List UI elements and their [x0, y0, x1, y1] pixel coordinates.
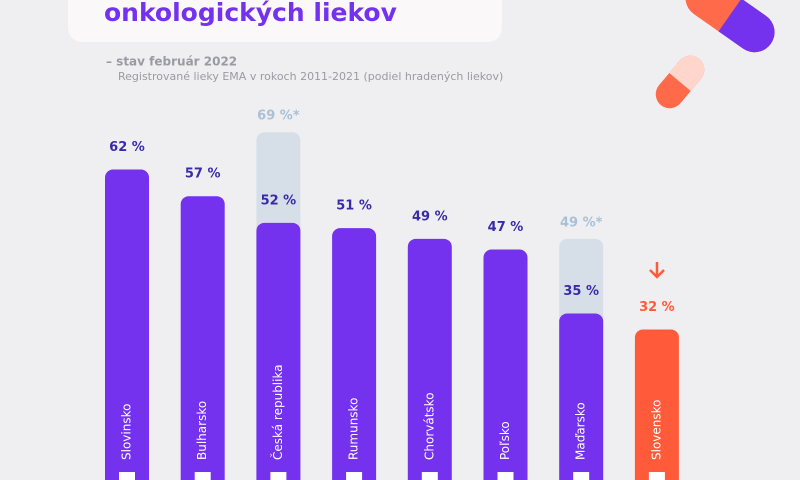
- value-label: 32 %: [639, 300, 675, 315]
- flag: [270, 472, 287, 480]
- value-label: 57 %: [185, 167, 221, 182]
- subtitle: – stav február 2022: [106, 55, 237, 69]
- down-arrow: [649, 262, 665, 279]
- category-label: Rumunsko: [347, 398, 361, 460]
- bar: [407, 238, 452, 480]
- bar: [256, 222, 301, 480]
- category-label: Chorvátsko: [422, 392, 436, 460]
- note: Registrované lieky EMA v rokoch 2011-202…: [118, 70, 503, 83]
- reference-label: 49 %*: [560, 215, 603, 230]
- category-label: Slovinsko: [120, 404, 134, 460]
- bar: [483, 249, 528, 480]
- value-label: 52 %: [261, 193, 297, 208]
- category-label: Slovensko: [649, 400, 663, 461]
- bar: [559, 313, 604, 480]
- value-label: 49 %: [412, 209, 448, 224]
- flag: [194, 472, 211, 480]
- category-label: Maďarsko: [574, 402, 588, 460]
- flag: [648, 472, 665, 480]
- category-label: Bulharsko: [195, 401, 209, 460]
- value-label: 47 %: [488, 220, 524, 235]
- flag: [119, 472, 135, 480]
- category-label: Česká republika: [270, 364, 285, 460]
- flag: [497, 472, 514, 480]
- flag: [421, 472, 438, 480]
- bar: [634, 329, 679, 480]
- category-label: Poľsko: [498, 421, 512, 460]
- title-box: [68, 0, 502, 42]
- bar: [180, 196, 225, 480]
- bar: [105, 169, 149, 480]
- chart-title: onkologických liekov: [104, 0, 397, 27]
- reference-label: 69 %*: [257, 109, 300, 124]
- pill-decoration: [655, 0, 775, 109]
- value-label: 62 %: [109, 140, 145, 155]
- value-label: 35 %: [563, 284, 599, 299]
- flag: [346, 472, 363, 480]
- value-label: 51 %: [336, 199, 372, 214]
- bar: [332, 228, 377, 480]
- flag: [573, 472, 590, 480]
